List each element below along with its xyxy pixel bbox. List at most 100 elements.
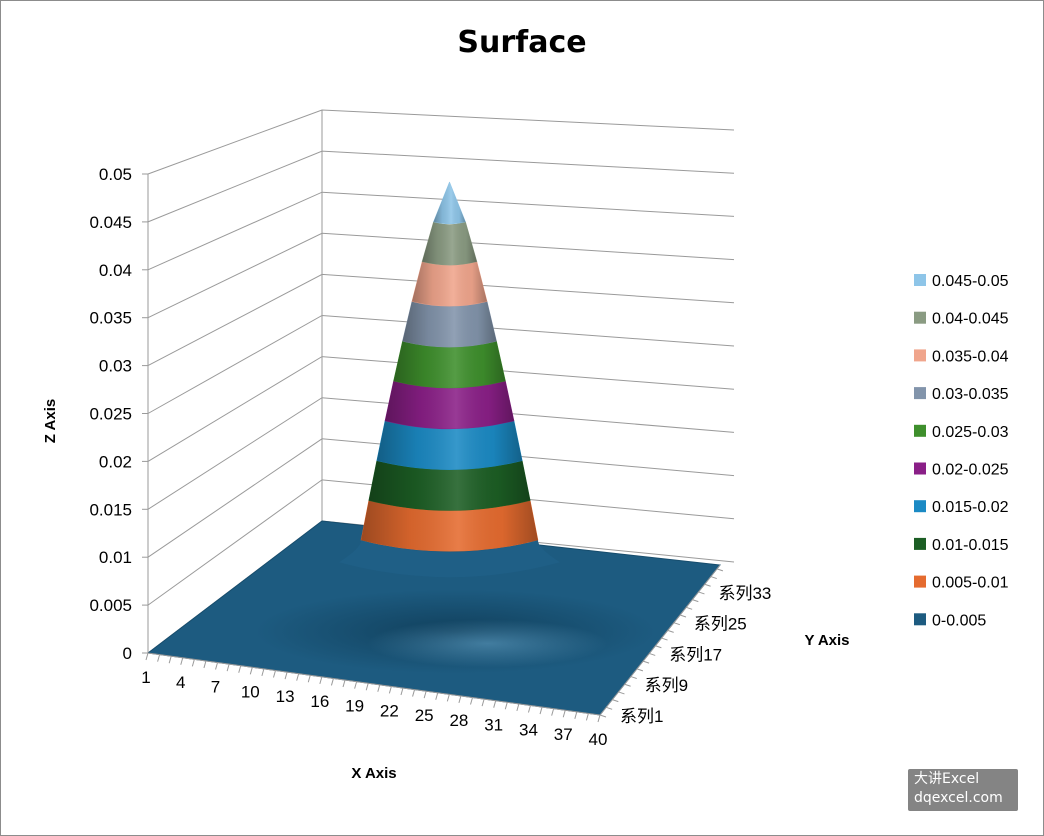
y-tick-mark bbox=[605, 706, 613, 710]
x-tick-label: 22 bbox=[380, 701, 399, 720]
x-tick-label: 1 bbox=[141, 668, 150, 687]
y-tick-mark bbox=[642, 660, 650, 664]
legend: 0.045-0.05 0.04-0.045 0.035-0.04 0.03-0.035… bbox=[914, 273, 1009, 629]
surface-band-shade bbox=[402, 301, 497, 348]
watermark: 大讲Excel dqexcel.com bbox=[908, 769, 1018, 811]
legend-label: 0.03-0.035 bbox=[932, 386, 1009, 403]
x-tick-mark bbox=[539, 706, 543, 715]
y-tick-mark bbox=[649, 652, 656, 656]
y-tick-label: 系列33 bbox=[718, 584, 771, 603]
legend-swatch bbox=[914, 387, 926, 400]
z-tick-label: 0.035 bbox=[89, 309, 132, 328]
legend-swatch bbox=[914, 462, 926, 475]
x-tick-mark bbox=[342, 679, 346, 688]
y-tick-mark bbox=[612, 699, 619, 703]
x-tick-mark bbox=[400, 687, 404, 696]
z-tick-label: 0.025 bbox=[89, 405, 132, 424]
y-tick-mark bbox=[667, 629, 674, 633]
y-tick-mark bbox=[710, 576, 717, 580]
x-tick-mark bbox=[249, 667, 253, 675]
x-tick-label: 34 bbox=[519, 720, 538, 739]
z-tick-label: 0.045 bbox=[89, 213, 132, 232]
axes: 0 0.005 0.01 0.015 0.02 0.025 0.03 0.035 0.04 0.0… bbox=[89, 165, 771, 749]
x-tick-mark bbox=[157, 654, 161, 662]
y-tick-label: 系列9 bbox=[645, 676, 688, 695]
legend-label: 0.02-0.025 bbox=[932, 462, 1009, 479]
chart-title: Surface bbox=[457, 25, 586, 60]
surface-floor bbox=[146, 520, 721, 716]
x-tick-mark bbox=[435, 692, 439, 700]
x-tick-label: 40 bbox=[589, 730, 608, 749]
legend-label: 0.035-0.04 bbox=[932, 348, 1009, 365]
surface-band-shade bbox=[361, 500, 538, 552]
x-tick-label: 19 bbox=[345, 697, 364, 716]
x-tick-mark bbox=[412, 689, 416, 697]
y-tick-label: 系列25 bbox=[694, 615, 747, 634]
x-tick-mark bbox=[574, 711, 578, 719]
x-tick-mark bbox=[191, 659, 195, 667]
x-tick-mark bbox=[365, 683, 369, 691]
x-tick-mark bbox=[585, 713, 589, 721]
surface-band-shade bbox=[376, 420, 523, 470]
x-tick-mark bbox=[493, 700, 497, 708]
x-tick-mark bbox=[516, 703, 520, 712]
y-tick-mark bbox=[630, 676, 637, 680]
y-tick-mark bbox=[698, 591, 705, 595]
x-tick-mark bbox=[226, 663, 230, 672]
legend-label: 0.015-0.02 bbox=[932, 499, 1009, 516]
y-tick-mark bbox=[624, 683, 631, 687]
x-tick-mark bbox=[296, 673, 300, 681]
x-tick-mark bbox=[284, 671, 288, 680]
z-tick-label: 0.04 bbox=[99, 261, 132, 280]
surface-band-shade bbox=[422, 221, 477, 266]
x-tick-mark bbox=[458, 695, 462, 704]
gridline bbox=[147, 109, 735, 175]
y-tick-label: 系列17 bbox=[669, 645, 722, 664]
x-tick-mark bbox=[203, 660, 207, 669]
legend-swatch bbox=[914, 274, 926, 286]
legend-label: 0.025-0.03 bbox=[932, 424, 1009, 441]
surface-band-shade bbox=[385, 381, 514, 429]
z-axis-title: Z Axis bbox=[42, 399, 59, 443]
x-axis-title: X Axis bbox=[351, 765, 396, 782]
legend-label: 0.04-0.045 bbox=[932, 311, 1009, 328]
x-tick-mark bbox=[168, 656, 172, 664]
x-tick-mark bbox=[551, 708, 555, 716]
x-tick-mark bbox=[504, 702, 508, 710]
legend-label: 0.01-0.015 bbox=[932, 537, 1009, 554]
y-tick-mark bbox=[679, 614, 687, 618]
x-tick-mark bbox=[527, 705, 531, 713]
z-tick-label: 0 bbox=[123, 644, 132, 663]
y-tick-mark bbox=[685, 606, 693, 610]
watermark-line1: 大讲Excel bbox=[914, 771, 980, 787]
x-tick-label: 37 bbox=[554, 725, 573, 744]
surface-band-shade bbox=[393, 341, 506, 388]
x-axis-line bbox=[147, 652, 601, 716]
legend-swatch bbox=[914, 575, 926, 588]
y-axis-line bbox=[599, 564, 721, 716]
x-tick-mark bbox=[307, 675, 311, 683]
y-tick-mark bbox=[692, 599, 699, 603]
surface-peak bbox=[339, 181, 560, 578]
x-tick-mark bbox=[423, 691, 427, 699]
y-tick-mark bbox=[636, 668, 644, 672]
y-axis-title: Y Axis bbox=[804, 632, 849, 649]
legend-swatch bbox=[914, 311, 926, 324]
y-tick-mark bbox=[673, 622, 681, 626]
z-tick-label: 0.03 bbox=[99, 357, 132, 376]
x-tick-mark bbox=[597, 714, 601, 723]
legend-swatch bbox=[914, 613, 926, 626]
legend-swatch bbox=[914, 500, 926, 513]
x-tick-label: 7 bbox=[211, 678, 220, 697]
x-tick-label: 4 bbox=[176, 673, 185, 692]
x-tick-mark bbox=[354, 681, 358, 689]
legend-label: 0.045-0.05 bbox=[932, 273, 1009, 290]
surface-band-shade bbox=[368, 460, 531, 511]
x-tick-label: 28 bbox=[449, 711, 468, 730]
x-tick-mark bbox=[273, 670, 276, 678]
x-tick-label: 13 bbox=[276, 687, 295, 706]
x-tick-mark bbox=[330, 678, 334, 686]
y-tick-mark bbox=[661, 637, 668, 641]
x-tick-label: 10 bbox=[241, 682, 260, 701]
x-tick-mark bbox=[180, 657, 184, 665]
